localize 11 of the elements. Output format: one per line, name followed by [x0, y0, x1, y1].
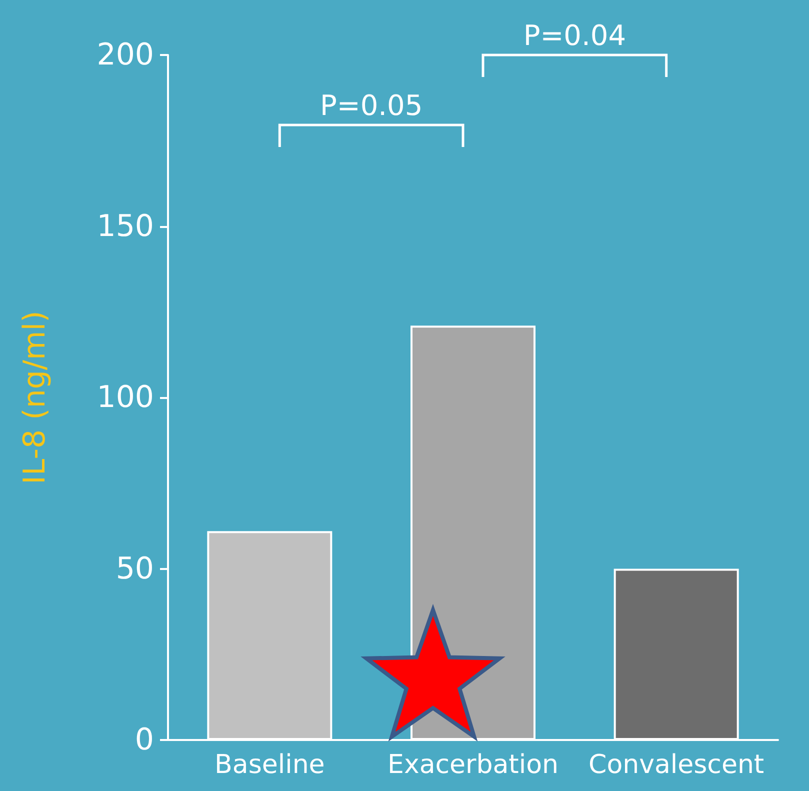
text: P=0.04 — [523, 19, 626, 52]
annotation: P=0.05 — [320, 89, 423, 122]
x-tick-label: Baseline — [214, 750, 325, 780]
x-tick-label: Convalescent — [588, 750, 764, 780]
y-tick-label: 150 — [96, 208, 154, 244]
y-tick-label: 0 — [134, 722, 154, 758]
x-tick-label: Exacerbation — [388, 750, 558, 780]
y-tick-label: 50 — [116, 551, 154, 586]
y-axis-title: IL-8 (ng/ml) — [18, 310, 52, 484]
y-tick-label: 200 — [96, 38, 154, 72]
y-tick-label: 100 — [96, 380, 154, 415]
